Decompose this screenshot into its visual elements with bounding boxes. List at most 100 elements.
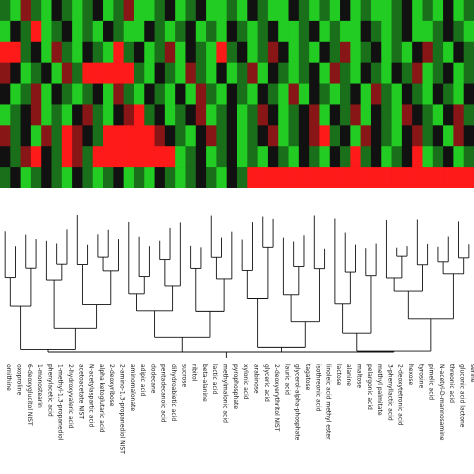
- heatmap-cell: [453, 0, 464, 22]
- heatmap-cell: [113, 62, 124, 84]
- heatmap-cell: [51, 20, 63, 43]
- heatmap-cell: [195, 20, 207, 43]
- heatmap-cell: [422, 20, 434, 43]
- heatmap-cell: [329, 0, 341, 22]
- heatmap-cell: [329, 146, 341, 168]
- heatmap-cell: [175, 41, 186, 63]
- heatmap-cell: [432, 41, 444, 63]
- leaf-label: lactose: [335, 364, 342, 386]
- heatmap-cell: [92, 167, 104, 188]
- leaf-label: gluconic acid lactone: [459, 364, 466, 428]
- heatmap-cell: [206, 41, 217, 63]
- heatmap-cell: [0, 83, 11, 105]
- heatmap-cell: [463, 125, 474, 147]
- heatmap-cell: [267, 104, 279, 126]
- heatmap-cell: [185, 20, 197, 43]
- heatmap-cell: [61, 104, 73, 126]
- heatmap-cell: [164, 62, 176, 84]
- heatmap-cell: [20, 83, 32, 105]
- leaf-label: dodecane: [149, 364, 156, 394]
- heatmap-cell: [113, 20, 124, 43]
- heatmap-cell: [267, 41, 279, 63]
- heatmap-cell: [154, 0, 166, 22]
- heatmap-cell: [133, 41, 145, 63]
- heatmap-cell: [278, 20, 289, 43]
- heatmap-cell: [154, 125, 166, 147]
- heatmap-cell: [133, 167, 145, 188]
- heatmap-cell: [288, 146, 300, 168]
- leaf-label: N-acetyl-D-mannosamine: [438, 364, 445, 441]
- heatmap-cell: [164, 20, 176, 43]
- heatmap-cell: [41, 41, 52, 63]
- heatmap-cell: [309, 0, 320, 22]
- heatmap-cell: [401, 20, 413, 43]
- heatmap-cell: [360, 125, 372, 147]
- heatmap-cell: [422, 83, 434, 105]
- heatmap-cell: [61, 167, 73, 188]
- heatmap-cell: [82, 104, 94, 126]
- leaf-label: dihydroabietic acid: [170, 364, 177, 421]
- heatmap-cell: [370, 146, 382, 168]
- leaf-label: N-acetylaspartic acid: [88, 364, 95, 428]
- heatmap-cell: [72, 167, 83, 188]
- heatmap-cell: [340, 167, 351, 188]
- heatmap-cell: [0, 20, 11, 43]
- heatmap-cell: [463, 146, 474, 168]
- heatmap-cell: [82, 167, 94, 188]
- heatmap-cell: [195, 104, 207, 126]
- heatmap-cell: [350, 146, 361, 168]
- leaf-label: ribitol: [191, 364, 198, 382]
- heatmap-cell: [10, 83, 21, 105]
- heatmap-cell: [267, 0, 279, 22]
- heatmap-cell: [41, 0, 52, 22]
- heatmap-cell: [226, 104, 238, 126]
- heatmap-cell: [340, 83, 351, 105]
- leaf-label: hexose: [407, 364, 414, 386]
- heatmap-cell: [185, 41, 197, 63]
- heatmap-cell: [278, 62, 289, 84]
- heatmap-cell: [237, 104, 248, 126]
- heatmap-cell: [30, 167, 42, 188]
- heatmap-cell: [412, 167, 423, 188]
- heatmap-cell: [144, 62, 155, 84]
- heatmap-cell: [72, 146, 83, 168]
- heatmap-cell: [195, 0, 207, 22]
- heatmap-cell: [154, 167, 166, 188]
- heatmap-cell: [288, 104, 300, 126]
- heatmap-cell: [103, 20, 114, 43]
- heatmap-cell: [443, 167, 454, 188]
- leaf-label: acetoacetate NIST: [77, 364, 84, 419]
- heatmap-cell: [267, 62, 279, 84]
- heatmap-cell: [391, 20, 403, 43]
- heatmap-cell: [72, 83, 83, 105]
- heatmap-cell: [144, 83, 155, 105]
- heatmap-cell: [92, 20, 104, 43]
- heatmap-cell: [329, 167, 341, 188]
- heatmap-cell: [422, 125, 434, 147]
- heatmap-cell: [20, 62, 32, 84]
- heatmap-cell: [164, 146, 176, 168]
- heatmap-cell: [309, 104, 320, 126]
- heatmap-cell: [278, 125, 289, 147]
- heatmap-cell: [226, 62, 238, 84]
- heatmap-cell: [195, 125, 207, 147]
- heatmap-cell: [381, 41, 392, 63]
- heatmap-cell: [453, 104, 464, 126]
- heatmap-cell: [237, 125, 248, 147]
- leaf-label: glycerol-alpha-phosphate: [294, 364, 301, 441]
- heatmap-cell: [41, 20, 52, 43]
- heatmap-cell: [82, 41, 94, 63]
- leaf-label: ornithine: [5, 364, 12, 391]
- heatmap-cell: [288, 0, 300, 22]
- heatmap-cell: [216, 104, 227, 126]
- heatmap-cell: [154, 146, 166, 168]
- heatmap-cell: [82, 83, 94, 105]
- heatmap-cell: [10, 62, 21, 84]
- heatmap-cell: [443, 62, 454, 84]
- heatmap-cell: [226, 20, 238, 43]
- heatmap-cell: [175, 62, 186, 84]
- heatmap-cell: [72, 0, 83, 22]
- heatmap-cell: [30, 125, 42, 147]
- heatmap-cell: [370, 83, 382, 105]
- heatmap-cell: [329, 125, 341, 147]
